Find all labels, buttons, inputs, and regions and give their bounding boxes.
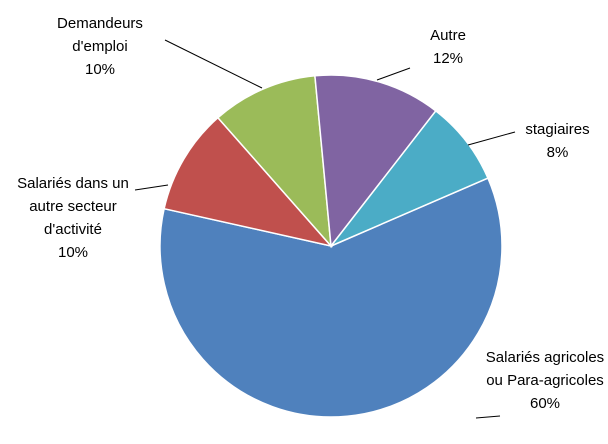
data-label: Salariés agricoles ou Para-agricoles 60% [485,346,605,415]
leader-line [467,131,516,146]
category-label: Salariés agricoles ou Para-agricoles [485,349,605,389]
pie-slice [216,74,332,249]
pie-slice [159,177,503,418]
value-label: 10% [84,61,116,78]
leader-line [164,39,263,89]
value-label: 60% [529,395,561,412]
value-label: 10% [57,244,89,261]
pie-slice [163,116,334,248]
pie-slice [330,109,489,247]
data-label: Autre 12% [398,24,498,70]
category-label: Demandeurs d'emploi [57,15,143,55]
value-label: 12% [432,50,464,67]
pie-slice [314,74,437,248]
leader-line [134,184,169,191]
leader-line [376,67,411,81]
category-label: Autre [430,27,466,44]
data-label: Demandeurs d'emploi 10% [35,12,165,81]
data-label: stagiaires 8% [505,118,608,164]
category-label: Salariés dans un autre secteur d'activit… [17,175,129,238]
leader-line [475,415,501,419]
value-label: 8% [546,144,569,161]
category-label: stagiaires [525,121,590,138]
data-label: Salariés dans un autre secteur d'activit… [8,172,138,264]
